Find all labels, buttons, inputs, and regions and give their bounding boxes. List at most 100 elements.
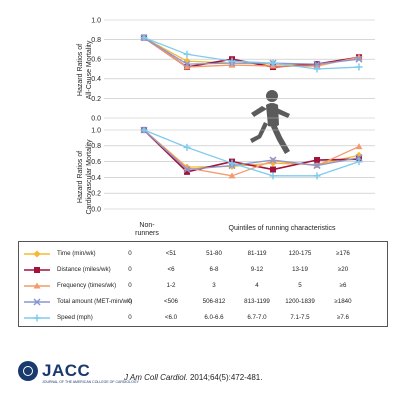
legend-value: 6-8 [209,266,219,273]
data-point [270,166,276,173]
y-axis-title-top: Hazard Ratios of All-Cause Mortality [77,40,93,99]
y-axis-title-bottom: Hazard Ratios of Cardiovascular Mortalit… [77,139,93,215]
series-line [143,37,360,70]
legend-value: <51 [165,250,177,257]
legend-value: 9-12 [250,266,264,273]
data-point [355,55,363,63]
legend-value: 51-80 [206,250,222,257]
y-tick-label: 0.6 [91,57,101,64]
legend-symbol [24,282,50,289]
y-tick-label: 0.8 [91,143,101,150]
legend-value: ≥1840 [334,298,352,305]
legend-value: 813-1199 [244,298,270,305]
legend-table: Time (min/wk) 0 <51 51-80 81-119 120-175 ≥176 D… [18,241,388,327]
data-point [183,63,191,70]
y-tick-label: 0.4 [91,76,101,83]
legend-marker [33,298,41,306]
data-point [184,168,190,175]
data-point [269,156,277,164]
data-point [269,172,277,180]
legend-label: Frequency (times/wk) [57,282,117,289]
data-point [355,154,363,162]
data-point [183,57,191,65]
citation: J Am Coll Cardiol. 2014;64(5):472-481. [124,373,262,382]
legend-symbol [24,267,50,273]
x-axis-title: Quintiles of running characteristics [229,225,336,232]
legend-row: Speed (mph) 0 <6.0 6.0-6.6 6.7-7.0 7.1-7.5 ≥7.… [19,311,387,325]
x-label-nonrunners-line1: Non- [139,222,155,229]
legend-marker [33,282,41,289]
y-tick-label: 0.0 [91,206,101,213]
jacc-logo-icon [18,361,38,381]
data-point [183,50,191,58]
series-line [143,37,360,65]
legend-row: Total amount (MET-min/wk) 0 <506 506-812 813… [19,295,387,309]
y-tick-label: 0.2 [91,96,101,103]
legend-marker [33,250,41,258]
legend-value: 5 [298,282,302,289]
data-point [228,57,236,65]
legend-symbol [24,250,50,258]
data-point [140,34,148,42]
series-line [143,129,360,177]
legend-value: 1-2 [166,282,176,289]
y-axis-title-top-line1: Hazard Ratios of [77,44,84,96]
x-label-nonrunners-line2: runners [135,230,159,237]
legend-value: ≥7.6 [337,314,349,321]
legend-value: 13-19 [292,266,308,273]
data-point [183,143,191,151]
legend-value: ≥20 [337,266,349,273]
legend-marker [34,267,40,273]
cardiovascular-panel: 1.0 0.8 0.6 0.4 0.2 0.0 [91,126,375,213]
legend-value: <6.0 [164,314,178,321]
legend-value: 506-812 [202,298,226,305]
y-tick-label: 0.4 [91,175,101,182]
y-axis-title-top-line2: All-Cause Mortality [86,40,93,99]
data-point [355,143,363,150]
data-point [313,172,321,180]
data-point [183,60,191,68]
data-point [355,158,363,166]
legend-value: ≥176 [336,250,350,257]
data-point [228,159,236,167]
legend-row: Frequency (times/wk) 0 1-2 3 4 5 ≥6 [19,279,387,293]
jacc-brand-subtitle: JOURNAL OF THE AMERICAN COLLEGE OF CARDI… [42,380,139,384]
y-tick-label: 0.8 [91,37,101,44]
legend-value: <6 [167,266,175,273]
series-line [143,129,360,173]
series-line [143,37,360,66]
data-point [313,162,321,170]
jacc-brand: JACC [42,361,91,380]
legend-value: 0 [128,250,132,257]
y-tick-label: 0.0 [91,115,101,122]
legend-row: Distance (miles/wk) 0 <6 6-8 9-12 13-19 ≥20 [19,263,387,277]
legend-value: <506 [164,298,178,305]
data-point [313,60,321,68]
legend-value: 3 [212,282,216,289]
y-tick-label: 0.6 [91,159,101,166]
data-point [314,157,320,164]
data-point [228,172,236,179]
citation-journal: J Am Coll Cardiol. [124,373,188,382]
legend-value: 0 [128,266,132,273]
all-cause-panel: 1.0 0.8 0.6 0.4 0.2 0.0 [91,17,375,122]
legend-symbol [24,314,50,322]
legend-label: Time (min/wk) [57,250,96,257]
data-point [355,63,363,71]
legend-label: Distance (miles/wk) [57,266,111,273]
legend-value: 0 [128,282,132,289]
series-line [143,129,360,177]
legend-value: 0 [128,298,132,305]
series-line [143,129,360,171]
data-point [269,59,277,67]
legend-symbol [24,298,50,306]
legend-label: Speed (mph) [57,314,93,321]
legend-value: ≥6 [339,282,347,289]
y-tick-label: 0.2 [91,191,101,198]
runner-silhouette-icon [250,90,290,154]
legend-value: 6.0-6.6 [204,314,224,321]
legend-label: Total amount (MET-min/wk) [57,298,133,305]
legend-marker [33,314,41,322]
legend-value: 4 [255,282,259,289]
